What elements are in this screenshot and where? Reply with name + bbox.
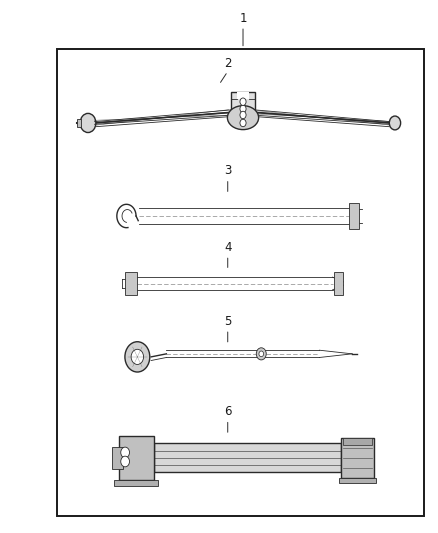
- Bar: [57, 49, 424, 516]
- Text: 1: 1: [239, 12, 247, 25]
- Bar: [339, 478, 376, 482]
- Text: 6: 6: [224, 405, 231, 418]
- Circle shape: [259, 351, 264, 357]
- Text: 5: 5: [224, 314, 231, 328]
- Bar: [125, 272, 138, 295]
- Bar: [343, 438, 372, 445]
- Circle shape: [389, 116, 401, 130]
- Bar: [119, 436, 153, 480]
- Circle shape: [240, 98, 246, 106]
- Bar: [77, 119, 81, 127]
- Circle shape: [131, 349, 144, 365]
- Bar: [112, 447, 123, 469]
- Circle shape: [256, 348, 266, 360]
- Bar: [114, 480, 158, 486]
- Bar: [153, 443, 341, 472]
- Circle shape: [121, 447, 130, 458]
- Text: 4: 4: [224, 241, 231, 254]
- Text: 3: 3: [224, 164, 231, 177]
- Text: 2: 2: [224, 57, 231, 70]
- Circle shape: [240, 105, 246, 112]
- Circle shape: [80, 114, 96, 133]
- Circle shape: [240, 119, 246, 127]
- Circle shape: [125, 342, 150, 372]
- Circle shape: [121, 456, 130, 467]
- Ellipse shape: [227, 106, 258, 130]
- Bar: [341, 438, 374, 478]
- Bar: [349, 203, 359, 229]
- Bar: [231, 92, 255, 116]
- Bar: [237, 92, 249, 99]
- Circle shape: [240, 111, 246, 119]
- Bar: [334, 272, 343, 295]
